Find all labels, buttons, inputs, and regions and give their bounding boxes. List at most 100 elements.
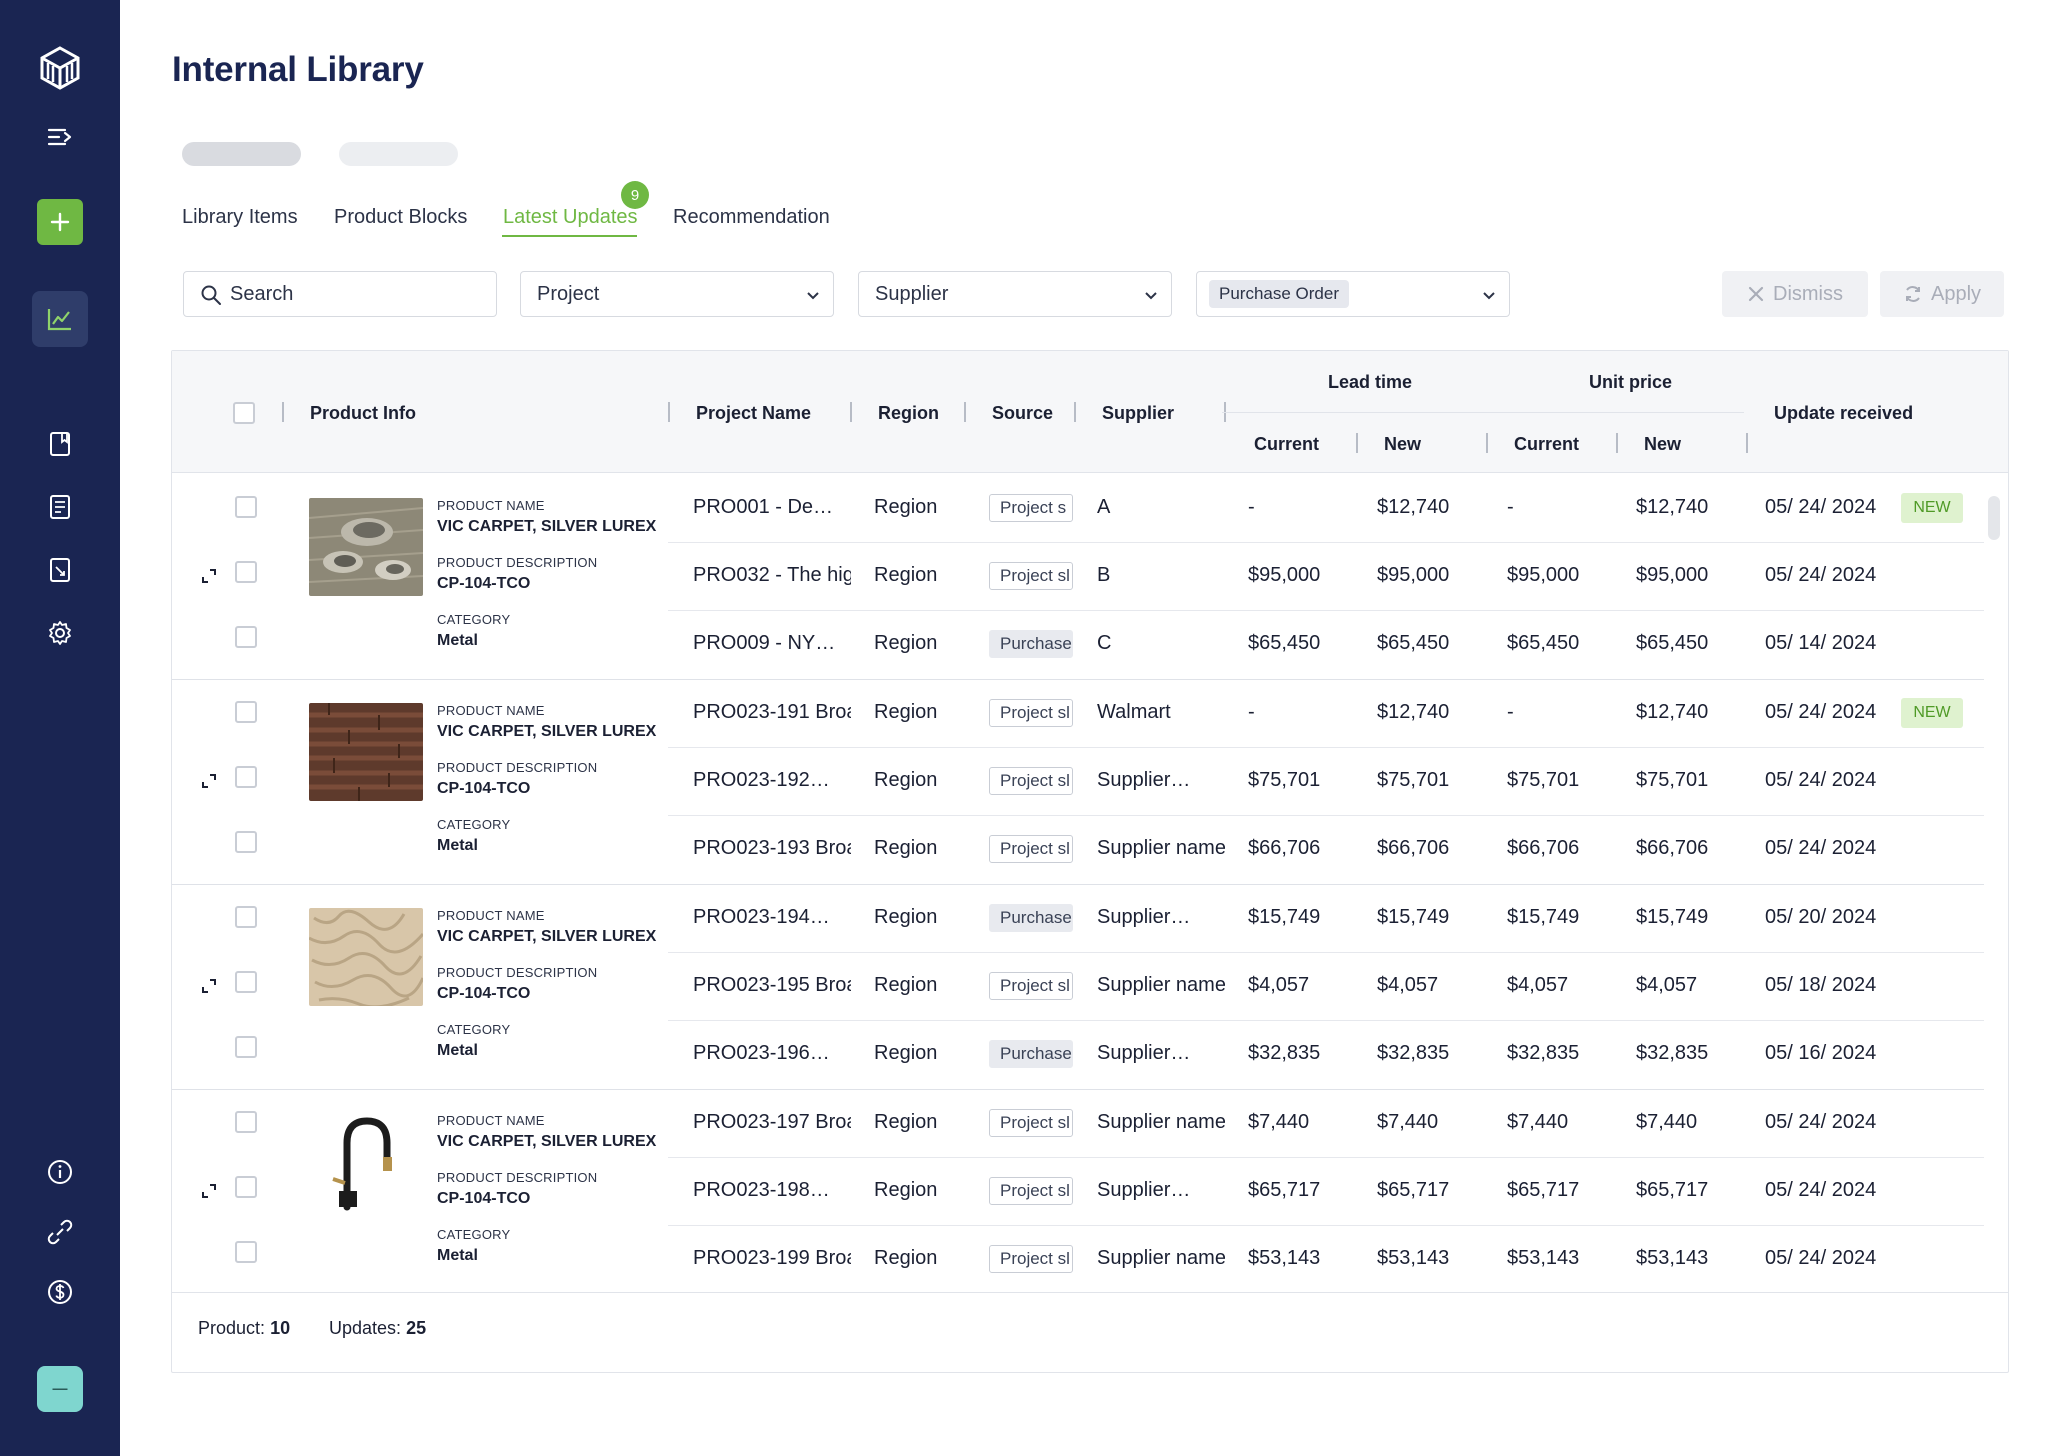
header-lead-current[interactable]: Current <box>1254 434 1320 454</box>
tab-recommendation[interactable]: Recommendation <box>673 206 830 228</box>
purchase-order-chip[interactable]: Purchase Order <box>1209 280 1349 308</box>
tab-product-blocks[interactable]: Product Blocks <box>334 206 468 228</box>
category-value: Metal <box>437 837 478 854</box>
apply-button[interactable]: Apply <box>1880 271 2004 317</box>
header-region[interactable]: Region <box>878 403 939 423</box>
nav-library[interactable] <box>0 430 120 458</box>
expand-icon[interactable] <box>200 977 218 1000</box>
nav-info[interactable] <box>0 1158 120 1186</box>
nav-settings[interactable] <box>0 619 120 647</box>
header-product-info[interactable]: Product Info <box>310 403 416 423</box>
header-price-current[interactable]: Current <box>1514 434 1580 454</box>
row-divider <box>668 610 1984 611</box>
nav-analytics[interactable] <box>32 291 88 347</box>
source-tag: Purchase <box>989 1040 1073 1068</box>
row-divider <box>668 1020 1984 1021</box>
lead-time-new-cell: $65,717 <box>1377 1179 1450 1201</box>
row-checkbox[interactable] <box>235 701 257 723</box>
supplier-cell: Supplier… <box>1097 906 1191 928</box>
expand-icon[interactable] <box>200 1182 218 1205</box>
header-lead-new[interactable]: New <box>1384 434 1422 454</box>
project-name-cell[interactable]: PRO001 - De… <box>693 496 834 518</box>
project-name-cell[interactable]: PRO023-192… <box>693 769 830 791</box>
supplier-cell: Supplier… <box>1097 1042 1191 1064</box>
unit-price-current-cell: $65,717 <box>1507 1179 1580 1201</box>
region-cell: Region <box>874 906 938 928</box>
product-name-label: PRODUCT NAME <box>437 908 545 923</box>
unit-price-new-cell: $15,749 <box>1636 906 1709 928</box>
loading-placeholder <box>182 142 301 166</box>
document-export-icon <box>50 558 70 582</box>
row-checkbox[interactable] <box>235 971 257 993</box>
row-checkbox[interactable] <box>235 561 257 583</box>
lead-time-current-cell: $4,057 <box>1248 974 1310 996</box>
tab-latest-updates[interactable]: Latest Updates <box>503 206 638 228</box>
project-name-cell[interactable]: PRO023-196… <box>693 1042 830 1064</box>
vertical-scrollbar[interactable] <box>1988 496 2000 540</box>
supplier-cell: Supplier name <box>1097 837 1225 859</box>
expand-icon[interactable] <box>200 772 218 795</box>
project-name-cell[interactable]: PRO023-197 Broa <box>693 1111 851 1133</box>
logo-icon[interactable] <box>0 42 120 94</box>
unit-price-new-cell: $65,450 <box>1636 632 1709 654</box>
add-button[interactable] <box>37 199 83 245</box>
row-checkbox[interactable] <box>235 1241 257 1263</box>
header-price-new[interactable]: New <box>1644 434 1682 454</box>
product-name: VIC CARPET, SILVER LUREX <box>437 928 657 945</box>
row-checkbox[interactable] <box>235 906 257 928</box>
dismiss-button[interactable]: Dismiss <box>1722 271 1868 317</box>
supplier-cell: Supplier… <box>1097 769 1191 791</box>
row-checkbox[interactable] <box>235 626 257 648</box>
update-date-cell: 05/ 14/ 2024 <box>1765 632 1877 654</box>
tab-library-items[interactable]: Library Items <box>182 206 298 228</box>
header-source[interactable]: Source <box>992 403 1054 423</box>
row-divider <box>668 952 1984 953</box>
expand-icon[interactable] <box>200 567 218 590</box>
header-update-received[interactable]: Update received <box>1774 403 1914 423</box>
header-project-name[interactable]: Project Name <box>696 403 812 423</box>
workspace-avatar[interactable]: ▬▬▬ <box>37 1366 83 1412</box>
unit-price-new-cell: $7,440 <box>1636 1111 1698 1133</box>
source-tag: Project sl <box>989 1109 1073 1137</box>
row-checkbox[interactable] <box>235 1111 257 1133</box>
search-input[interactable]: Search <box>183 271 497 317</box>
project-name-cell[interactable]: PRO009 - NY… <box>693 632 836 654</box>
row-checkbox[interactable] <box>235 766 257 788</box>
nav-billing[interactable] <box>0 1278 120 1306</box>
select-all-checkbox[interactable] <box>233 402 255 424</box>
row-checkbox[interactable] <box>235 1036 257 1058</box>
chevron-down-icon <box>1483 292 1495 300</box>
lead-time-current-cell: $7,440 <box>1248 1111 1310 1133</box>
project-name-cell[interactable]: PRO023-191 Broa <box>693 701 851 723</box>
product-name: VIC CARPET, SILVER LUREX <box>437 518 657 535</box>
row-checkbox[interactable] <box>235 831 257 853</box>
project-name-cell[interactable]: PRO032 - The higl <box>693 564 851 586</box>
nav-documents[interactable] <box>0 493 120 521</box>
row-checkbox[interactable] <box>235 1176 257 1198</box>
project-name-cell[interactable]: PRO023-198… <box>693 1179 830 1201</box>
category-label: CATEGORY <box>437 1022 511 1037</box>
metal-sculpture-image <box>309 498 423 596</box>
menu-collapse-icon[interactable] <box>0 124 120 150</box>
lead-time-new-cell: $12,740 <box>1377 701 1450 723</box>
nav-exports[interactable] <box>0 556 120 584</box>
source-select[interactable]: Purchase Order <box>1196 271 1510 317</box>
updates-count-label: Updates: <box>329 1318 402 1338</box>
project-name-cell[interactable]: PRO023-194… <box>693 906 830 928</box>
row-divider <box>668 1157 1984 1158</box>
header-supplier[interactable]: Supplier <box>1102 403 1175 423</box>
row-checkbox[interactable] <box>235 496 257 518</box>
lead-time-current-cell: $66,706 <box>1248 837 1321 859</box>
project-select[interactable]: Project <box>520 271 834 317</box>
project-name-cell[interactable]: PRO023-195 Broa <box>693 974 851 996</box>
chevron-down-icon <box>1145 292 1157 300</box>
supplier-cell: Supplier… <box>1097 1179 1191 1201</box>
project-name-cell[interactable]: PRO023-199 Broa <box>693 1247 851 1269</box>
source-tag: Project s <box>989 494 1073 522</box>
source-tag: Project sl <box>989 835 1073 863</box>
unit-price-current-cell: $32,835 <box>1507 1042 1580 1064</box>
supplier-select[interactable]: Supplier <box>858 271 1172 317</box>
source-tag: Project sl <box>989 1245 1073 1273</box>
project-name-cell[interactable]: PRO023-193 Broa <box>693 837 851 859</box>
nav-integrations[interactable] <box>0 1218 120 1246</box>
